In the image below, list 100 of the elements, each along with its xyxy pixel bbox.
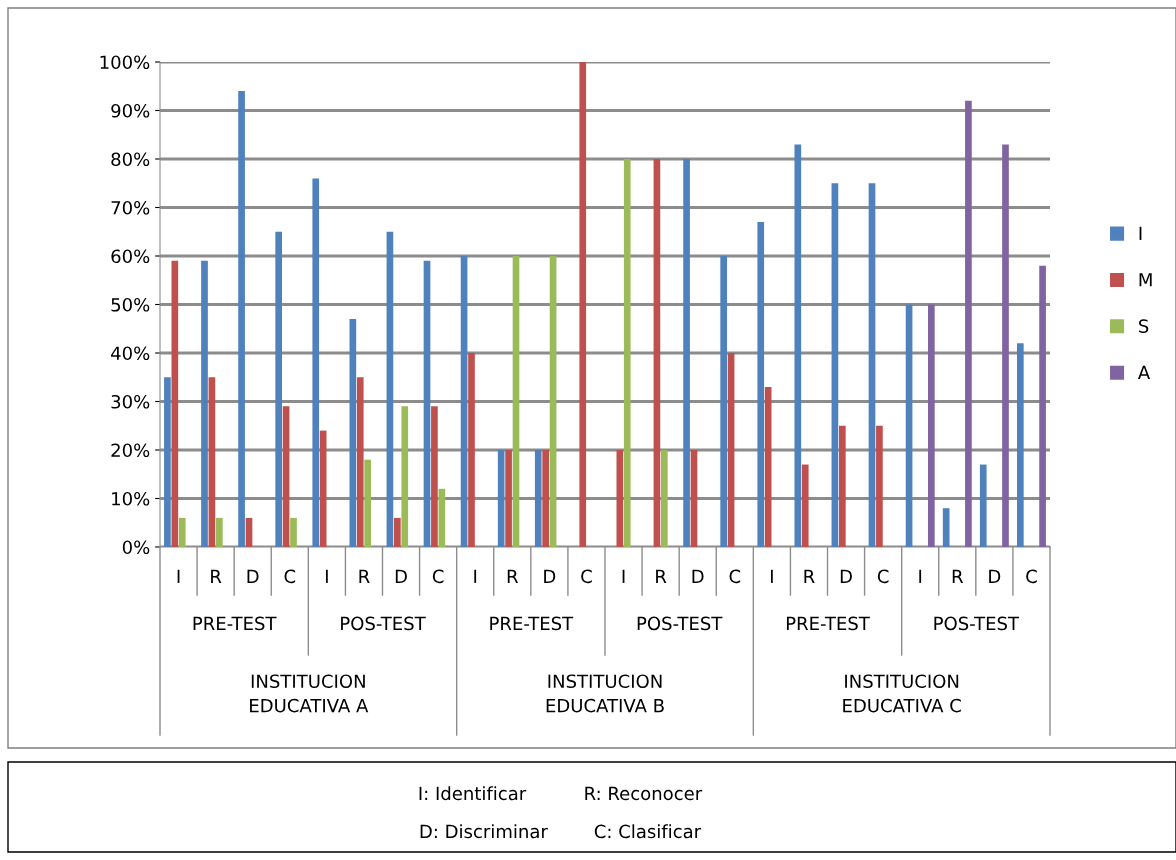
bar: [1002, 144, 1009, 547]
y-tick-label: 30%: [111, 394, 150, 409]
bar: [542, 450, 549, 547]
x-tick-label: R: [359, 569, 370, 583]
bar: [431, 406, 438, 547]
bar: [623, 159, 631, 547]
bar: [178, 517, 186, 547]
text: INSTITUCION EDUCATIVA A: [250, 674, 369, 713]
bar: [460, 256, 468, 547]
legend-label: A: [1137, 365, 1151, 380]
y-tick-label: 80%: [111, 152, 150, 167]
bar: [386, 231, 394, 547]
x-tick-label: C: [432, 569, 444, 584]
bar: [171, 260, 179, 547]
x-tick-label: C: [1026, 569, 1037, 584]
bar: [839, 425, 846, 547]
bar: [690, 450, 698, 547]
x-tick-label: C: [284, 569, 296, 584]
x-tick-label: I: [177, 569, 180, 583]
bar: [1039, 265, 1046, 547]
x-tick-label: I: [325, 569, 328, 583]
x-tick-label: D: [247, 569, 259, 583]
y-tick-label: 20%: [111, 443, 150, 458]
legend-label: M: [1139, 273, 1152, 287]
x-tick-label: I: [474, 569, 477, 583]
bar: [928, 304, 935, 547]
bar: [1017, 343, 1024, 547]
bar: [275, 231, 282, 547]
bar: [356, 377, 364, 547]
x-tick-label: R: [952, 569, 964, 583]
text: PRE-TEST: [786, 616, 870, 631]
bar: [290, 517, 297, 547]
bar: [401, 406, 409, 547]
x-tick-label: R: [211, 569, 222, 583]
text: POS-TEST: [934, 616, 1020, 631]
y-tick-label: 100%: [100, 55, 150, 70]
y-tick-label: 40%: [111, 346, 150, 361]
bar: [720, 256, 727, 547]
bar: [549, 256, 557, 547]
bar: [164, 377, 171, 547]
y-tick-label: 10%: [112, 491, 150, 506]
bar: [801, 464, 809, 547]
bar: [683, 159, 690, 547]
bar: [312, 178, 320, 547]
bar: [979, 464, 987, 547]
bar: [876, 425, 883, 547]
x-tick-label: I: [919, 569, 922, 583]
bar: [438, 488, 446, 547]
bar: [282, 406, 290, 547]
bar: [201, 260, 208, 547]
x-tick-label: D: [395, 569, 407, 583]
text: INSTITUCION EDUCATIVA C: [843, 674, 961, 713]
legend-label: S: [1139, 319, 1149, 333]
bar: [653, 159, 661, 547]
y-tick-label: 70%: [111, 200, 150, 215]
x-tick-label: C: [729, 569, 741, 584]
y-tick-label: 50%: [111, 297, 150, 312]
bar: [757, 222, 765, 547]
bar: [794, 144, 802, 547]
text: INSTITUCION EDUCATIVA B: [546, 674, 664, 713]
bar: [319, 430, 327, 547]
bar: [349, 319, 357, 547]
y-tick-label: 60%: [111, 249, 150, 264]
x-tick-label: C: [581, 569, 592, 584]
y-tick-label: 0%: [122, 540, 150, 555]
x-tick-label: R: [804, 569, 815, 583]
bar: [579, 62, 587, 547]
x-tick-label: D: [692, 569, 704, 583]
bar: [727, 353, 735, 547]
y-tick-label: 90%: [111, 103, 150, 118]
x-tick-label: R: [656, 569, 667, 583]
x-tick-label: I: [770, 569, 773, 583]
bar: [905, 304, 913, 547]
bar: [868, 183, 876, 547]
legend-label: I: [1139, 226, 1142, 240]
bar: [616, 450, 624, 547]
bar: [468, 353, 475, 547]
text: PRE-TEST: [193, 616, 277, 631]
bar: [764, 386, 772, 547]
bar: [208, 377, 216, 547]
bar: [394, 517, 401, 547]
text: I: Identificar R: Reconocer: [419, 786, 703, 801]
bar: [497, 450, 505, 547]
x-tick-label: D: [544, 569, 556, 583]
bar: [965, 100, 972, 547]
bar: [534, 450, 542, 547]
bar: [423, 260, 431, 547]
x-tick-label: D: [989, 569, 1001, 583]
bar: [245, 517, 253, 547]
x-tick-label: R: [507, 569, 519, 583]
bar: [942, 508, 950, 547]
text: D: Discriminar C: Clasificar: [420, 824, 702, 839]
x-tick-label: D: [840, 569, 852, 583]
bar: [505, 450, 512, 547]
text: PRE-TEST: [490, 616, 574, 631]
bar: [512, 256, 520, 547]
text: POS-TEST: [341, 616, 426, 631]
text: POS-TEST: [637, 616, 723, 631]
bar: [364, 459, 371, 547]
bar: [216, 517, 223, 547]
